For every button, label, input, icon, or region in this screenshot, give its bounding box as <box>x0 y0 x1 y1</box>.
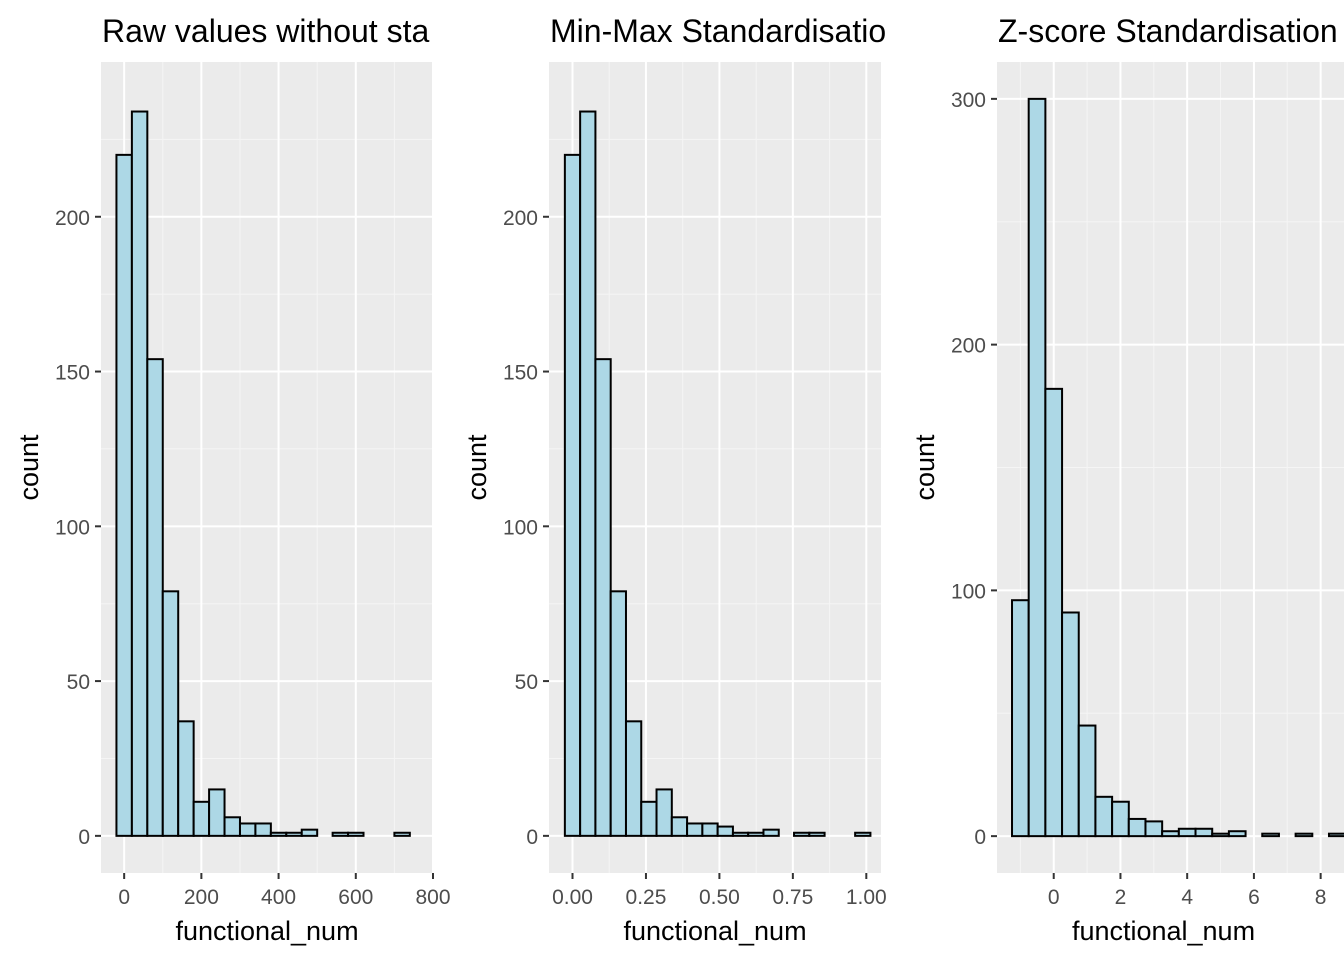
histogram-bar <box>1044 387 1064 838</box>
x-tick-label: 1.00 <box>846 886 887 909</box>
histogram-bar <box>285 831 303 837</box>
histogram-bar <box>1027 97 1047 838</box>
histogram-bar <box>393 831 411 837</box>
histogram-bar <box>223 816 241 837</box>
x-tick-label: 600 <box>338 886 373 909</box>
histogram-bar <box>1144 820 1164 838</box>
chart-title: Z-score Standardisation <box>998 13 1338 49</box>
histogram-bar <box>579 110 597 837</box>
histogram-bar <box>1111 800 1130 838</box>
y-tick-label: 50 <box>67 671 90 694</box>
x-tick-label: 0.25 <box>626 886 667 909</box>
x-tick-label: 0 <box>1048 886 1060 909</box>
histogram-bar <box>1094 795 1114 838</box>
x-tick-label: 800 <box>415 886 450 909</box>
histogram-bar <box>1061 611 1080 838</box>
x-tick-label: 2 <box>1115 886 1127 909</box>
x-tick-label: 400 <box>261 886 296 909</box>
histogram-bar <box>254 822 272 837</box>
histogram-bar <box>731 831 750 837</box>
y-axis-title: count <box>910 434 940 501</box>
histogram-bar <box>177 720 195 837</box>
histogram-bar <box>161 590 180 837</box>
x-axis-title: functional_num <box>623 916 806 946</box>
histogram-bar <box>300 828 319 837</box>
histogram-bar <box>1211 832 1230 838</box>
x-tick-label: 8 <box>1315 886 1327 909</box>
histogram-bar <box>1194 827 1214 838</box>
y-tick-label: 0 <box>526 826 538 849</box>
histogram-bar <box>146 358 164 837</box>
y-tick-label: 200 <box>951 335 986 358</box>
histogram-bar <box>624 720 643 837</box>
histogram-bar <box>1327 832 1344 838</box>
histogram-bar <box>701 822 719 837</box>
histogram-bar <box>609 590 627 837</box>
x-tick-label: 4 <box>1181 886 1193 909</box>
histogram-bar <box>854 831 872 837</box>
x-tick-label: 0 <box>118 886 130 909</box>
x-tick-label: 6 <box>1248 886 1260 909</box>
histogram-bar <box>1294 832 1314 838</box>
histogram-bar <box>192 800 211 837</box>
y-tick-label: 50 <box>515 671 538 694</box>
histogram-bar <box>208 788 226 837</box>
histogram-bar <box>1077 724 1097 838</box>
y-tick-label: 300 <box>951 89 986 112</box>
y-tick-label: 100 <box>55 516 90 539</box>
y-tick-label: 100 <box>503 516 538 539</box>
y-tick-label: 0 <box>78 826 90 849</box>
histogram-bar <box>670 816 689 837</box>
x-tick-label: 200 <box>184 886 219 909</box>
histogram-bar <box>1261 832 1280 838</box>
histogram-bar <box>1177 827 1197 838</box>
histogram-bar <box>808 831 826 837</box>
y-axis-title: count <box>462 434 492 501</box>
x-axis-title: functional_num <box>1072 916 1255 946</box>
y-tick-label: 0 <box>974 826 986 849</box>
histogram-bar <box>1127 817 1147 838</box>
histogram-bar <box>716 825 734 837</box>
y-tick-label: 100 <box>951 580 986 603</box>
chart-panel-1: 0 200 400 600 800 0 50 100 150 200 functional_num c… <box>14 13 451 946</box>
y-tick-label: 200 <box>503 207 538 230</box>
histogram-bar <box>1227 830 1247 838</box>
histogram-bar <box>594 358 612 837</box>
x-tick-label: 0.75 <box>772 886 813 909</box>
y-axis-title: count <box>14 434 44 501</box>
y-tick-label: 150 <box>503 362 538 385</box>
histogram-bar <box>747 831 765 837</box>
histogram-bar <box>347 831 365 837</box>
histogram-bar <box>1011 599 1030 838</box>
histogram-bar <box>269 831 288 837</box>
chart-panel-3: 0 2 4 6 8 0 100 200 300 functional_num count Z-scor… <box>910 13 1344 946</box>
y-tick-label: 150 <box>55 362 90 385</box>
histogram-bar <box>1161 830 1180 838</box>
histogram-bar <box>331 831 350 837</box>
chart-title: Min-Max Standardisatio <box>550 13 886 49</box>
histogram-bar <box>115 153 133 837</box>
histogram-bar <box>130 110 149 837</box>
histogram-bar <box>686 822 704 837</box>
histogram-bar <box>655 788 673 837</box>
chart-panel-2: 0.00 0.25 0.50 0.75 1.00 0 50 100 150 200 function… <box>462 13 887 946</box>
chart-title: Raw values without sta <box>102 13 429 49</box>
histogram-bar <box>238 822 257 837</box>
histogram-bar <box>762 828 780 837</box>
x-tick-label: 0.50 <box>699 886 740 909</box>
histogram-bar <box>793 831 811 837</box>
x-tick-label: 0.00 <box>552 886 593 909</box>
histogram-bar <box>640 800 658 837</box>
x-axis-title: functional_num <box>175 916 358 946</box>
y-tick-label: 200 <box>55 207 90 230</box>
histogram-bar <box>563 153 582 837</box>
